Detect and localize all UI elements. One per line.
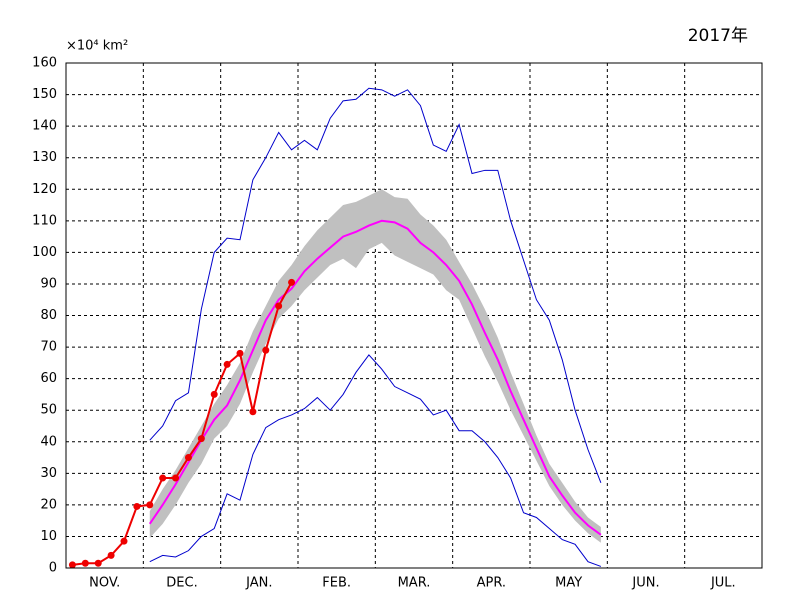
point-marker [68,561,76,569]
y-tick-label: 100 [32,245,57,260]
point-marker [223,360,231,368]
point-marker [249,408,257,416]
y-tick-label: 160 [32,56,57,71]
point-marker [107,551,115,559]
x-tick-label: NOV. [89,576,120,591]
y-tick-label: 70 [40,340,57,355]
x-tick-label: MAY [555,576,582,591]
y-tick-label: 50 [40,403,57,418]
y-tick-label: 30 [40,466,57,481]
y-tick-label: 110 [32,213,57,228]
x-tick-label: JAN. [245,576,272,591]
point-marker [275,302,283,310]
point-marker [236,349,244,357]
series-line [148,219,602,536]
series-line [149,354,602,567]
x-tick-label: MAR. [398,576,431,591]
point-marker [133,502,141,510]
y-tick-label: 130 [32,150,57,165]
y-tick-label: 120 [32,182,57,197]
y-axis-unit: ×10⁴ km² [66,39,128,54]
y-tick-label: 150 [32,87,57,102]
point-marker [120,537,128,545]
y-tick-label: 0 [49,561,57,576]
x-tick-label: JUN. [631,576,659,591]
y-tick-label: 80 [40,308,57,323]
point-marker [210,390,218,398]
point-marker [197,435,205,443]
y-tick-label: 20 [40,497,57,512]
plot-frame [65,62,763,569]
y-tick-label: 10 [40,529,57,544]
y-tick-label: 90 [40,276,57,291]
point-marker [288,278,296,286]
x-tick-label: FEB. [322,576,351,591]
x-tick-label: DEC. [166,576,197,591]
x-tick-label: JUL. [710,576,736,591]
x-tick-label: APR. [477,576,506,591]
point-marker [94,559,102,567]
std-band [149,189,601,543]
y-tick-label: 140 [32,119,57,134]
chart-title: 2017年 [688,26,748,46]
point-marker [146,501,154,509]
y-tick-label: 60 [40,371,57,386]
point-marker [81,559,89,567]
point-marker [159,474,167,482]
y-tick-label: 40 [40,434,57,449]
point-marker [184,454,192,462]
point-marker [172,474,180,482]
point-marker [262,346,270,354]
series-line [149,87,602,483]
